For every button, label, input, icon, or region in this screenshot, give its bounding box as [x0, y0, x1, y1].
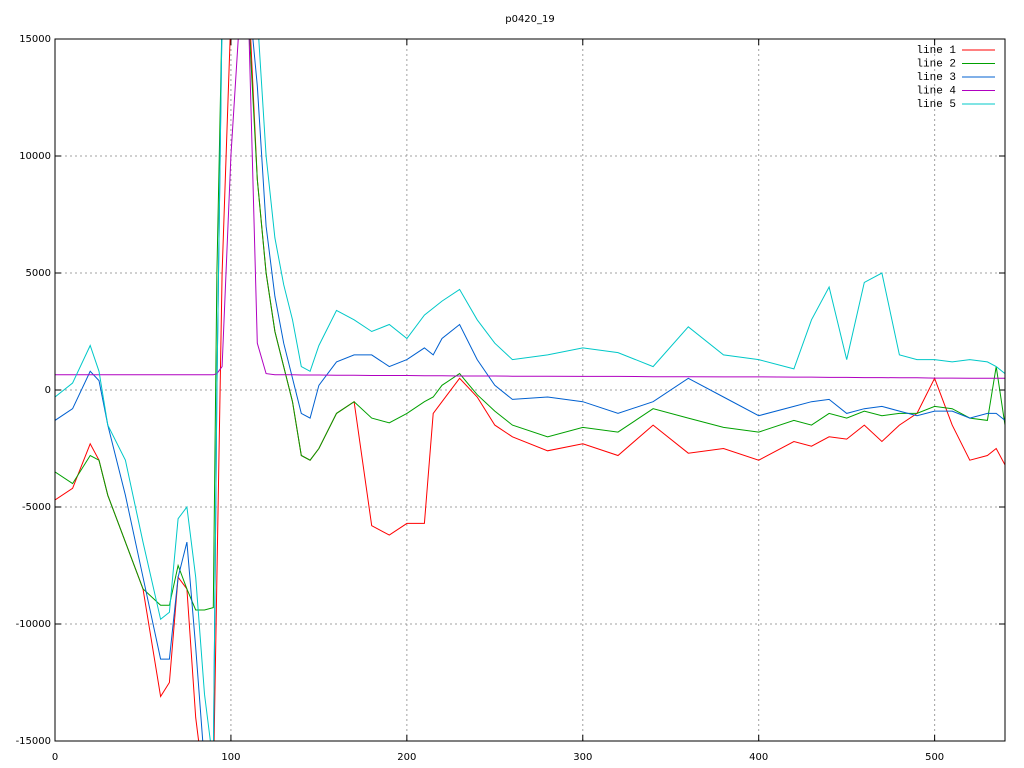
- x-tick-label: 0: [52, 752, 58, 763]
- y-tick-label: 15000: [19, 34, 51, 45]
- x-tick-label: 100: [221, 752, 240, 763]
- plot-area: [55, 39, 1005, 741]
- y-tick-label: 5000: [26, 268, 51, 279]
- x-tick-label: 500: [925, 752, 944, 763]
- legend-label: line 2: [916, 58, 956, 70]
- data-line: [55, 39, 1005, 611]
- y-tick-label: 0: [45, 385, 51, 396]
- plot-border: [54, 38, 1006, 742]
- x-tick-label: 200: [397, 752, 416, 763]
- x-tick-label: 400: [749, 752, 768, 763]
- y-tick-label: -10000: [16, 619, 51, 630]
- x-tick-label: 300: [573, 752, 592, 763]
- data-line: [55, 39, 1005, 741]
- legend-label: line 1: [916, 45, 956, 57]
- legend-label: line 4: [916, 85, 956, 97]
- y-tick-label: -5000: [22, 502, 51, 513]
- chart-title: p0420_19: [505, 14, 555, 25]
- y-tick-label: -15000: [16, 736, 51, 747]
- data-line: [55, 39, 1005, 741]
- data-line: [55, 39, 1005, 379]
- legend-label: line 3: [916, 72, 956, 84]
- y-tick-label: 10000: [19, 151, 51, 162]
- legend-label: line 5: [916, 99, 956, 111]
- data-line: [55, 39, 1005, 741]
